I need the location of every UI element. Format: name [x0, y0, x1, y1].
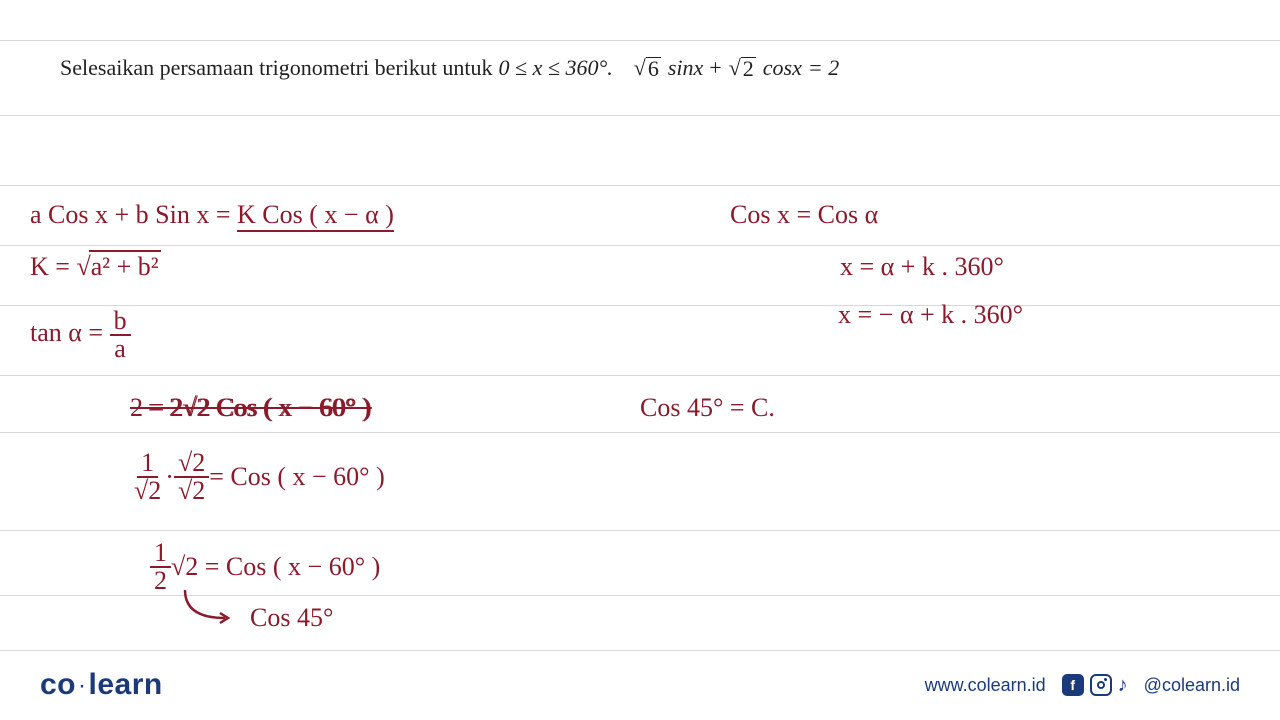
logo-dot-icon: · [78, 672, 87, 699]
question-prefix: Selesaikan persamaan trigonometri beriku… [60, 55, 493, 81]
hw-identity-underlined: K Cos ( x − α ) [237, 200, 394, 232]
curved-arrow-icon [180, 588, 240, 628]
facebook-icon: f [1062, 674, 1084, 696]
footer-right: www.colearn.id f ♪ @colearn.id [925, 674, 1240, 697]
frac-root2-root2: √2 √2 [174, 450, 209, 504]
footer-handle: @colearn.id [1144, 675, 1240, 696]
hw-work1-clean: = 2√2 Cos ( x − 60° ) [148, 393, 370, 423]
sqrt-2: √2 [729, 57, 756, 80]
instagram-icon [1090, 674, 1112, 696]
hw-identity-line: a Cos x + b Sin x = K Cos ( x − α ) [30, 200, 394, 230]
social-icons: f ♪ [1062, 674, 1128, 697]
cosx: cosx [763, 55, 802, 81]
eq-rhs: = 2 [808, 55, 839, 81]
logo-learn: learn [89, 668, 163, 701]
footer: co·learn www.colearn.id f ♪ @colearn.id [0, 668, 1280, 702]
hw-K-formula: K = a² + b² [30, 250, 161, 282]
hw-cos-eq: Cos x = Cos α [730, 200, 878, 230]
frac-1-root2: 1 √2 [130, 450, 165, 504]
sqrt-6: √6 [634, 57, 661, 80]
hw-mid-note: Cos 45° = C. [640, 393, 775, 423]
question-range: 0 ≤ x ≤ 360°. [499, 55, 613, 81]
hw-work3: 1 2 √2 = Cos ( x − 60° ) [150, 540, 380, 594]
footer-url: www.colearn.id [925, 675, 1046, 696]
frac-b-over-a: b a [110, 308, 131, 362]
hw-work4: Cos 45° [250, 603, 333, 633]
question-text: Selesaikan persamaan trigonometri beriku… [60, 55, 839, 81]
frac-1-2: 1 2 [150, 540, 171, 594]
plus: + [709, 55, 721, 81]
hw-sol-pos: x = α + k . 360° [840, 252, 1004, 282]
hw-work2: 1 √2 · √2 √2 = Cos ( x − 60° ) [130, 450, 385, 504]
logo: co·learn [40, 668, 163, 702]
logo-co: co [40, 668, 76, 701]
hw-sol-neg: x = − α + k . 360° [838, 300, 1023, 330]
sqrt-a2b2: a² + b² [76, 250, 160, 282]
sinx: sinx [668, 55, 703, 81]
tiktok-icon: ♪ [1118, 674, 1128, 697]
hw-tan-alpha: tan α = b a [30, 308, 131, 362]
